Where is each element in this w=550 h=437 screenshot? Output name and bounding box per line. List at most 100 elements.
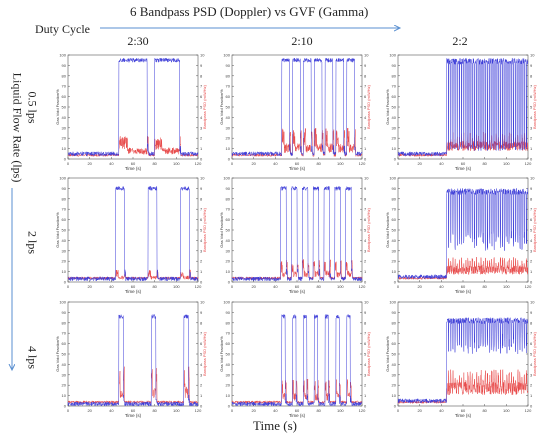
x-tick-label: 80 [482, 161, 487, 166]
panel-ylabel-right: Bandpass PSD (mW/Hz) [532, 207, 537, 252]
x-tick-label: 20 [251, 408, 256, 413]
x-tick-label: 120 [359, 408, 366, 413]
x-tick-label: 20 [87, 284, 92, 289]
y-tick-label-right: 1 [200, 269, 203, 274]
y-tick-label-right: 1 [530, 393, 533, 398]
y-tick-label-left: 90 [62, 186, 67, 191]
y-tick-label-left: 100 [59, 300, 66, 305]
panel-ylabel-right: Bandpass PSD (mW/Hz) [366, 84, 371, 129]
y-tick-label-right: 1 [364, 146, 367, 151]
y-tick-label-right: 5 [530, 228, 533, 233]
x-tick-label: 40 [273, 408, 278, 413]
x-tick-label: 80 [316, 408, 321, 413]
y-tick-label-right: 8 [364, 320, 367, 325]
y-tick-label-right: 1 [364, 393, 367, 398]
y-tick-label-left: 10 [62, 146, 67, 151]
y-tick-label-left: 100 [223, 53, 230, 58]
panel-xlabel: Time (s) [125, 413, 142, 418]
y-tick-label-right: 8 [530, 196, 533, 201]
y-tick-label-left: 0 [394, 404, 397, 409]
x-tick-label: 20 [87, 161, 92, 166]
y-tick-label-left: 80 [392, 196, 397, 201]
y-tick-label-right: 5 [364, 352, 367, 357]
panel-ylabel-right: Bandpass PSD (mW/Hz) [366, 331, 371, 376]
y-tick-label-right: 4 [364, 362, 367, 367]
x-tick-label: 120 [359, 284, 366, 289]
y-tick-label-right: 7 [200, 331, 203, 336]
panel-frame [67, 301, 199, 407]
y-tick-label-left: 100 [59, 53, 66, 58]
x-tick-label: 100 [337, 161, 344, 166]
y-tick-label-left: 20 [226, 259, 231, 264]
y-tick-label-left: 0 [228, 404, 231, 409]
y-tick-label-left: 0 [228, 280, 231, 285]
y-tick-label-right: 0 [364, 404, 367, 409]
y-tick-label-left: 20 [226, 383, 231, 388]
y-tick-label-left: 60 [226, 217, 231, 222]
y-tick-label-right: 5 [530, 352, 533, 357]
y-tick-label-left: 10 [62, 393, 67, 398]
x-tick-label: 40 [109, 161, 114, 166]
y-tick-label-right: 6 [364, 341, 367, 346]
x-tick-label: 80 [152, 408, 157, 413]
y-tick-label-left: 80 [62, 196, 67, 201]
panel-ylabel-left: Gas Void Fraction% [385, 336, 390, 372]
y-tick-label-right: 3 [530, 372, 533, 377]
y-tick-label-right: 3 [364, 125, 367, 130]
y-tick-label-left: 60 [62, 217, 67, 222]
x-tick-label: 40 [109, 408, 114, 413]
gvf-series-line [231, 185, 363, 282]
y-tick-label-left: 40 [226, 115, 231, 120]
x-tick-label: 60 [131, 161, 136, 166]
y-tick-label-left: 10 [226, 393, 231, 398]
y-tick-label-right: 9 [364, 63, 367, 68]
panel-xlabel: Time (s) [455, 413, 472, 418]
y-tick-label-right: 1 [200, 393, 203, 398]
x-tick-label: 20 [87, 408, 92, 413]
y-tick-label-right: 8 [530, 320, 533, 325]
x-tick-label: 80 [316, 161, 321, 166]
x-tick-label: 120 [525, 161, 532, 166]
y-tick-label-left: 70 [62, 331, 67, 336]
y-tick-label-left: 10 [226, 269, 231, 274]
y-tick-label-right: 1 [364, 269, 367, 274]
y-tick-label-left: 80 [392, 320, 397, 325]
y-tick-label-left: 20 [62, 383, 67, 388]
y-tick-label-left: 50 [392, 105, 397, 110]
y-tick-label-left: 70 [392, 84, 397, 89]
y-tick-label-right: 3 [530, 248, 533, 253]
y-tick-label-right: 3 [200, 125, 203, 130]
y-tick-label-left: 80 [62, 320, 67, 325]
x-tick-label: 20 [251, 161, 256, 166]
y-tick-label-left: 40 [392, 115, 397, 120]
panel-xlabel: Time (s) [289, 166, 306, 171]
x-tick-label: 100 [173, 408, 180, 413]
y-tick-label-right: 1 [530, 146, 533, 151]
y-tick-label-left: 90 [392, 186, 397, 191]
y-tick-label-right: 9 [530, 186, 533, 191]
y-tick-label-left: 70 [226, 207, 231, 212]
x-tick-label: 40 [273, 161, 278, 166]
y-tick-label-right: 0 [200, 157, 203, 162]
panel-ylabel-left: Gas Void Fraction% [219, 89, 224, 125]
y-tick-label-left: 70 [226, 331, 231, 336]
x-tick-label: 0 [397, 161, 400, 166]
y-tick-label-right: 10 [364, 300, 369, 305]
y-tick-label-right: 5 [200, 105, 203, 110]
y-tick-label-left: 50 [226, 228, 231, 233]
y-tick-label-right: 8 [200, 73, 203, 78]
y-tick-label-left: 20 [62, 136, 67, 141]
x-tick-label: 40 [273, 284, 278, 289]
y-tick-label-left: 60 [226, 94, 231, 99]
y-tick-label-left: 10 [62, 269, 67, 274]
column-label-2-2: 2:2 [452, 34, 468, 48]
panel-xlabel: Time (s) [289, 413, 306, 418]
psd-series-line [397, 131, 529, 158]
x-tick-label: 40 [439, 161, 444, 166]
panel-ylabel-left: Gas Void Fraction% [385, 212, 390, 248]
y-tick-label-left: 10 [392, 393, 397, 398]
x-tick-label: 60 [295, 408, 300, 413]
